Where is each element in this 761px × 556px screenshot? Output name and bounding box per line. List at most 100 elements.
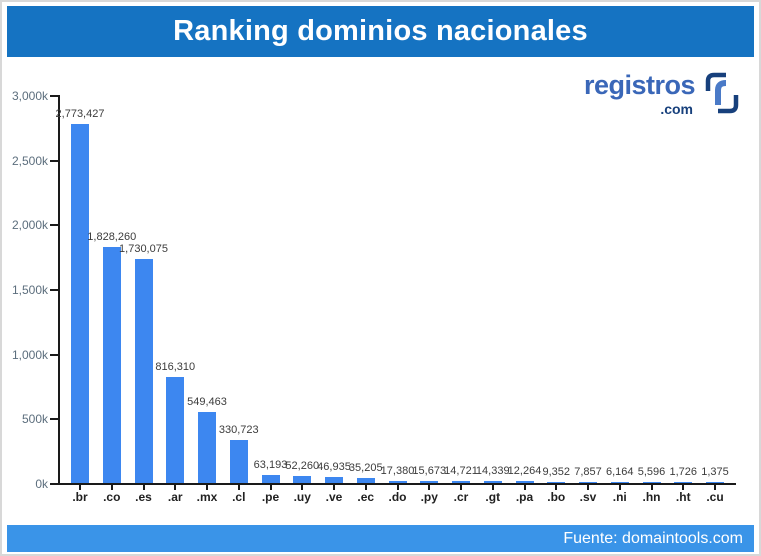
y-axis-line xyxy=(58,95,60,484)
x-axis-tick-mark xyxy=(523,485,526,490)
bar xyxy=(102,247,121,483)
x-axis-label: .py xyxy=(420,490,438,504)
x-axis-label: .pe xyxy=(261,490,280,504)
bar-value-label: 14,339 xyxy=(475,465,510,477)
header-banner: Ranking dominios nacionales xyxy=(7,6,754,57)
bar-value-label: 15,673 xyxy=(412,465,447,477)
bar-value-label: 5,596 xyxy=(637,466,666,478)
bar-value-label: 46,935 xyxy=(317,461,351,473)
bar xyxy=(610,482,629,483)
x-axis-tick-mark xyxy=(460,485,462,490)
y-axis-tick-label: 2,000k xyxy=(11,218,48,233)
bar-value-label: 52,260 xyxy=(285,460,320,472)
x-axis-label: .uy xyxy=(293,490,311,504)
y-axis-tick-mark xyxy=(50,483,58,485)
page-title: Ranking dominios nacionales xyxy=(173,15,588,47)
x-axis-label: .co xyxy=(103,490,121,504)
x-axis-tick-mark xyxy=(206,485,208,490)
bar xyxy=(229,440,248,483)
y-axis-tick-mark xyxy=(50,353,58,356)
bar-value-label: 816,310 xyxy=(155,361,196,373)
bar xyxy=(325,477,343,483)
x-axis-tick-mark xyxy=(237,485,240,490)
bar xyxy=(356,478,375,483)
x-axis-label: .sv xyxy=(579,490,597,504)
bar xyxy=(261,475,280,483)
y-axis-tick-label: 3,000k xyxy=(11,89,48,103)
bar xyxy=(134,259,153,483)
bar-value-label: 2,773,427 xyxy=(55,108,105,120)
logo-tld: .com xyxy=(660,101,693,117)
bar xyxy=(547,482,566,483)
y-axis-tick-mark xyxy=(50,95,58,97)
x-axis-tick-mark xyxy=(269,485,272,490)
bar xyxy=(642,482,661,483)
registros-brackets-icon xyxy=(701,70,743,121)
bar-value-label: 14,721 xyxy=(444,465,478,477)
bar xyxy=(706,482,724,483)
y-axis-tick-label: 1,000k xyxy=(11,347,48,362)
bar-value-label: 35,205 xyxy=(348,462,383,474)
x-axis-tick-mark xyxy=(364,485,367,490)
bar xyxy=(483,481,502,483)
x-axis-label: .ve xyxy=(325,490,343,504)
x-axis-tick-mark xyxy=(79,485,81,490)
x-axis-tick-mark xyxy=(396,485,399,490)
bar-value-label: 330,723 xyxy=(218,424,259,436)
bar xyxy=(674,482,693,483)
bar-value-label: 9,352 xyxy=(542,466,571,478)
x-axis-tick-mark xyxy=(650,485,653,490)
bar-value-label: 549,463 xyxy=(187,396,227,408)
x-axis-label: .ar xyxy=(167,490,183,504)
x-axis-tick-mark xyxy=(491,485,494,490)
bar xyxy=(452,481,470,483)
logo-name: registros xyxy=(583,70,696,100)
bar-value-label: 7,857 xyxy=(574,466,602,478)
x-axis-label: .ni xyxy=(612,490,627,504)
bar-value-label: 63,193 xyxy=(253,459,288,471)
source-attribution: Fuente: domaintools.com xyxy=(563,530,743,547)
bar xyxy=(293,476,312,483)
bar-value-label: 1,730,075 xyxy=(119,243,168,255)
x-axis-label: .mx xyxy=(196,490,218,504)
bar xyxy=(420,481,439,483)
footer-banner: Fuente: domaintools.com xyxy=(7,525,754,552)
y-axis-tick-label: 2,500k xyxy=(11,153,48,168)
x-axis-tick-mark xyxy=(714,485,716,490)
x-axis-label: .do xyxy=(388,490,407,504)
bar-value-label: 12,264 xyxy=(507,465,542,477)
x-axis-label: .cl xyxy=(232,490,246,504)
x-axis-tick-mark xyxy=(618,485,621,490)
bar-value-label: 1,726 xyxy=(669,466,698,478)
x-axis-label: .ht xyxy=(675,490,691,504)
bar xyxy=(198,412,216,483)
x-axis-label: .cr xyxy=(453,490,469,504)
y-axis-tick-mark xyxy=(50,159,58,162)
y-axis-tick-label: 500k xyxy=(21,412,48,427)
x-axis-label: .br xyxy=(72,490,88,504)
x-axis-tick-mark xyxy=(555,485,558,490)
x-axis-label: .pa xyxy=(515,490,534,504)
x-axis-tick-mark xyxy=(333,485,335,490)
x-axis-tick-mark xyxy=(301,485,304,490)
bar xyxy=(166,377,185,483)
x-axis-tick-mark xyxy=(174,485,177,490)
y-axis-tick-mark xyxy=(50,224,58,227)
x-axis-tick-mark xyxy=(142,485,145,490)
y-axis-tick-label: 1,500k xyxy=(11,283,48,297)
bar-value-label: 6,164 xyxy=(605,466,634,478)
x-axis-label: .ec xyxy=(357,490,375,504)
x-axis-tick-mark xyxy=(682,485,685,490)
x-axis-label: .bo xyxy=(547,490,566,504)
bar-value-label: 1,828,260 xyxy=(87,231,137,243)
y-axis-tick-mark xyxy=(50,418,58,421)
y-axis-tick-label: 0k xyxy=(35,477,48,491)
x-axis-line xyxy=(58,483,736,485)
x-axis-label: .es xyxy=(135,490,152,504)
x-axis-label: .hn xyxy=(642,490,661,504)
bar-value-label: 1,375 xyxy=(701,466,729,478)
y-axis-tick-mark xyxy=(50,289,58,291)
bar xyxy=(388,481,407,483)
bar xyxy=(71,124,89,483)
